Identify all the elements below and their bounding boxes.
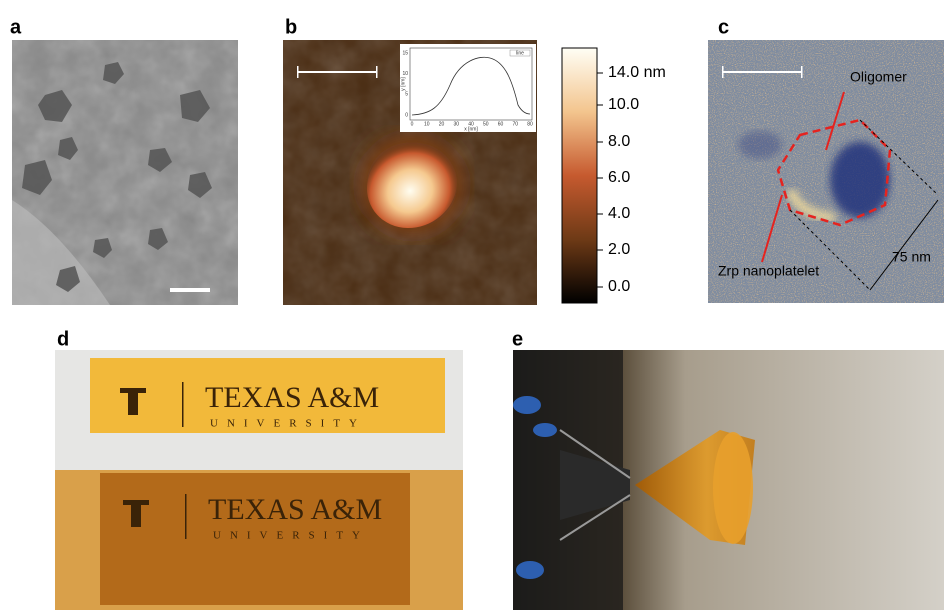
annotation: Oligomer (850, 69, 907, 85)
inset-y-tick: 0 (405, 112, 408, 118)
inset-x-tick: 30 (453, 121, 459, 127)
inset-x-tick: 50 (483, 121, 489, 127)
inset-x-label: x [nm] (464, 126, 478, 132)
inset-x-tick: 40 (468, 121, 474, 127)
tem-image (12, 40, 238, 305)
annotation: Zrp nanoplatelet (718, 263, 819, 279)
inset-x-tick: 60 (498, 121, 504, 127)
inset-x-tick: 0 (411, 121, 414, 127)
colorbar-label: 2.0 (608, 241, 630, 258)
panel-label: a (10, 16, 22, 38)
inset-x-tick: 10 (424, 121, 430, 127)
inset-y-tick: 5 (405, 92, 408, 98)
panel-label: c (718, 16, 729, 38)
inset-x-tick: 20 (439, 121, 445, 127)
colorbar-label: 10.0 (608, 96, 639, 113)
inset-plot: line x [nm] y [nm] 0 10 20 30 40 50 60 70 80 0 5 10… (400, 44, 536, 132)
panel-label: b (285, 16, 297, 38)
inset-x-tick: 80 (527, 121, 533, 127)
colorbar-label: 14.0 nm (608, 64, 666, 81)
logo-text: TEXAS A&M (208, 493, 382, 526)
flex-photo (513, 350, 944, 610)
colorbar-label: 8.0 (608, 133, 630, 150)
colorbar-label: 0.0 (608, 278, 630, 295)
film-photo: TEXAS A&M UNIVERSITY TEXAS A&M UNIVERSIT… (55, 350, 463, 610)
logo-subtext: UNIVERSITY (210, 418, 366, 430)
inset-y-tick: 10 (402, 71, 408, 77)
logo-subtext: UNIVERSITY (213, 530, 369, 542)
panel-label: e (512, 328, 523, 350)
inset-y-tick: 15 (402, 50, 408, 56)
colorbar-label: 4.0 (608, 205, 630, 222)
inset-legend: line (516, 50, 524, 56)
inset-x-tick: 70 (512, 121, 518, 127)
annotation: 75 nm (892, 249, 931, 265)
kpfm-image: Oligomer Zrp nanoplatelet 75 nm (708, 40, 944, 303)
colorbar: 14.0 nm 10.0 8.0 6.0 4.0 2.0 0.0 (561, 47, 666, 304)
panel-label: d (57, 328, 69, 350)
inset-y-label: y [nm] (400, 77, 406, 91)
colorbar-label: 6.0 (608, 169, 630, 186)
logo-text: TEXAS A&M (205, 381, 379, 414)
